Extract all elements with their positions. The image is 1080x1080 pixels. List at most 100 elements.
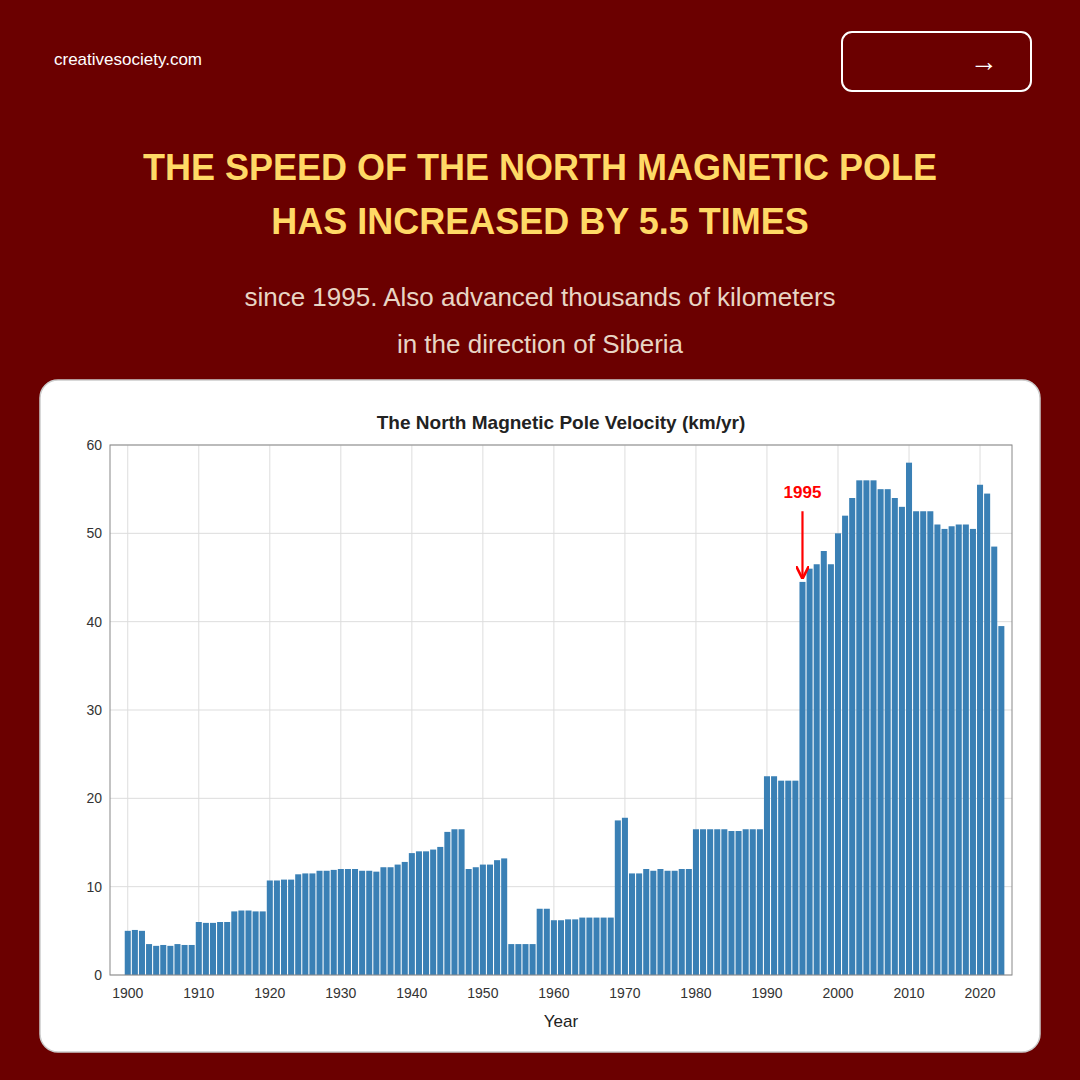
bar: [927, 511, 933, 975]
heading: THE SPEED OF THE NORTH MAGNETIC POLE: [143, 147, 937, 188]
bar: [501, 858, 507, 975]
bar: [317, 871, 323, 975]
bar: [309, 873, 315, 975]
y-grid-line: [110, 886, 1012, 887]
bar: [324, 871, 330, 975]
bar: [814, 564, 820, 975]
y-tick-label: 20: [86, 790, 102, 806]
bar: [430, 850, 436, 975]
bar: [416, 851, 422, 975]
bar: [210, 923, 216, 975]
bar: [359, 871, 365, 975]
bar: [835, 533, 841, 975]
bar: [977, 485, 983, 975]
bar: [650, 871, 656, 975]
y-tick-label: 40: [86, 614, 102, 630]
bar: [366, 871, 372, 975]
bar: [388, 867, 394, 975]
bar: [942, 529, 948, 975]
bar: [842, 516, 848, 975]
bar: [679, 869, 685, 975]
y-tick-label: 0: [94, 967, 102, 983]
bar: [785, 781, 791, 975]
bar: [160, 945, 166, 975]
bar: [657, 869, 663, 975]
bar: [331, 870, 337, 975]
bar: [807, 569, 813, 975]
bar: [863, 480, 869, 975]
bar: [260, 911, 266, 975]
watermark: creativesociety.com: [54, 50, 202, 69]
grid: [110, 445, 1012, 975]
y-tick-label: 10: [86, 879, 102, 895]
bar: [714, 829, 720, 975]
bar: [508, 944, 514, 975]
bar: [878, 489, 884, 975]
subtext: in the direction of Siberia: [397, 329, 684, 359]
x-tick-label: 1910: [183, 985, 214, 1001]
bar: [217, 922, 223, 975]
bar: [721, 829, 727, 975]
bar: [146, 944, 152, 975]
bar: [615, 820, 621, 975]
bar: [231, 911, 237, 975]
bar: [622, 818, 628, 975]
x-tick-label: 1900: [112, 985, 143, 1001]
bar: [302, 873, 308, 975]
bar: [700, 829, 706, 975]
x-grid-line: [553, 445, 554, 975]
bar: [920, 511, 926, 975]
x-tick-label: 1940: [396, 985, 427, 1001]
bar: [963, 525, 969, 976]
bar: [913, 511, 919, 975]
bar: [579, 918, 585, 975]
bar: [736, 831, 742, 975]
bar: [544, 909, 550, 975]
x-tick-label: 1960: [538, 985, 569, 1001]
x-tick-label: 1950: [467, 985, 498, 1001]
y-grid-line: [110, 621, 1012, 622]
bar: [572, 919, 578, 975]
bar: [686, 869, 692, 975]
heading: HAS INCREASED BY 5.5 TIMES: [271, 201, 808, 242]
bar: [189, 945, 195, 975]
bar: [267, 880, 273, 975]
bar: [423, 851, 429, 975]
bar: [196, 922, 202, 975]
bar: [643, 869, 649, 975]
bar: [295, 874, 301, 975]
bar: [970, 529, 976, 975]
background: [0, 0, 1080, 1080]
bar: [182, 945, 188, 975]
bar: [395, 865, 401, 975]
bar: [253, 911, 259, 975]
bar: [743, 829, 749, 975]
bar: [522, 944, 528, 975]
chart-title: The North Magnetic Pole Velocity (km/yr): [377, 412, 745, 433]
chart-panel: [40, 380, 1040, 1052]
bar: [892, 498, 898, 975]
plot-frame: [110, 445, 1012, 975]
x-tick-label: 1970: [609, 985, 640, 1001]
bar: [586, 918, 592, 975]
bar: [728, 831, 734, 975]
bar: [778, 781, 784, 975]
bar: [494, 860, 500, 975]
bar: [792, 781, 798, 975]
bar: [672, 871, 678, 975]
bar: [437, 847, 443, 975]
x-tick-label: 1980: [680, 985, 711, 1001]
bar: [380, 867, 386, 975]
bar: [551, 920, 557, 975]
bar: [849, 498, 855, 975]
subtext: since 1995. Also advanced thousands of k…: [244, 282, 835, 312]
bar: [870, 480, 876, 975]
button-label: →: [970, 46, 998, 77]
bar: [515, 944, 521, 975]
x-tick-label: 1990: [751, 985, 782, 1001]
x-axis-label: Year: [544, 1012, 579, 1031]
x-tick-label: 1930: [325, 985, 356, 1001]
bar: [473, 867, 479, 975]
bar: [593, 918, 599, 975]
bar: [466, 869, 472, 975]
